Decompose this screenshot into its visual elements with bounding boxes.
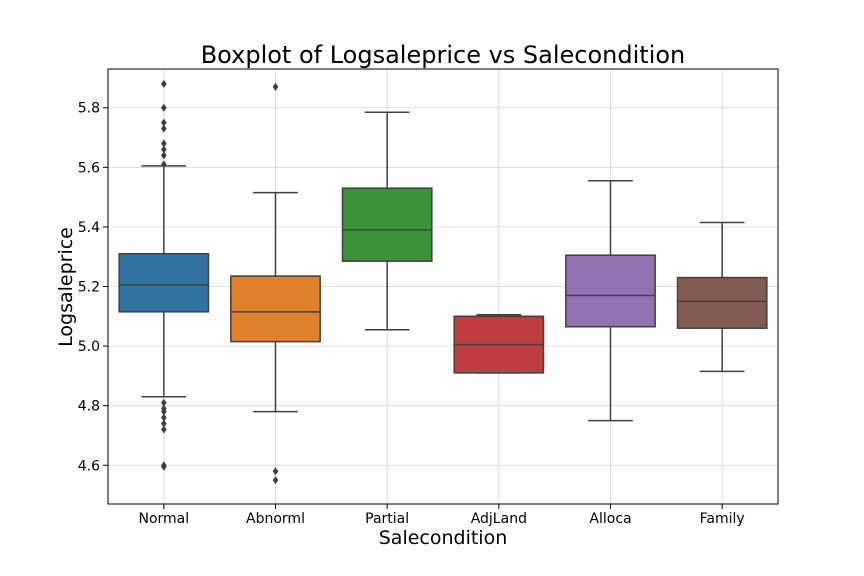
outlier-point [161,103,167,112]
outlier-point [161,124,167,133]
y-axis: 4.6 4.8 5.0 5.2 5.4 5.6 5.8 [78,101,108,474]
outlier-point [272,82,279,91]
outlier-point [161,398,167,407]
x-tick-label: Partial [365,511,409,527]
y-tick-label: 4.8 [78,399,100,415]
outlier-point [161,79,167,88]
y-tick-label: 5.2 [78,280,100,296]
x-tick-label: Family [700,511,745,527]
box-abnorml [230,82,321,485]
outlier-point [161,118,167,127]
outlier-point [161,419,167,428]
box-normal [118,79,210,471]
outlier-point [272,467,279,476]
outlier-point [272,476,279,485]
box-series [118,79,768,485]
box-family [676,221,768,373]
outlier-point [161,425,167,434]
y-tick-label: 4.6 [78,458,100,474]
outlier-point [161,139,167,148]
outlier-point [161,145,167,154]
box-adjland [453,314,545,374]
outlier-point [161,151,167,160]
box-iqr [565,254,656,328]
y-tick-label: 5.4 [78,220,100,236]
x-tick-label: AdjLand [471,511,527,527]
x-tick-label: Alloca [589,511,631,527]
x-axis: Normal Abnorml Partial AdjLand Alloca Family [139,504,745,527]
y-tick-label: 5.6 [78,160,100,176]
box-iqr [118,252,210,313]
box-alloca [565,179,656,422]
box-iqr [676,276,768,329]
box-partial [341,111,433,331]
x-tick-label: Normal [139,511,190,527]
box-iqr [230,275,321,343]
y-axis-label: Logsaleprice [55,227,77,347]
x-tick-label: Abnorml [246,511,305,527]
outlier-point [161,462,167,471]
y-tick-label: 5.0 [78,339,100,355]
chart-title: Boxplot of Logsaleprice vs Salecondition [201,41,686,69]
outlier-point [161,160,167,169]
x-axis-label: Salecondition [379,527,508,549]
y-tick-label: 5.8 [78,101,100,117]
box-iqr [341,187,433,262]
outlier-point [161,413,167,422]
outlier-point [161,407,167,416]
